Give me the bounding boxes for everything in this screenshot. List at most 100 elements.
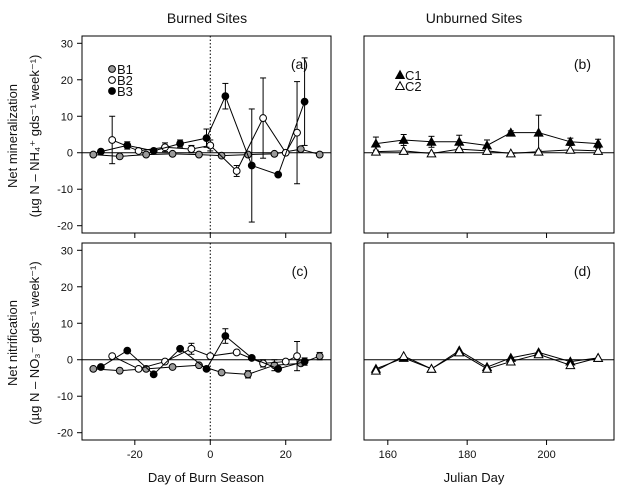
point-B1	[142, 150, 151, 159]
point-B2	[206, 141, 215, 150]
point-B3	[176, 344, 184, 353]
y-tick-label: -20	[57, 221, 73, 233]
point-C2	[454, 143, 465, 154]
point-B3	[123, 346, 132, 355]
point-B1	[217, 368, 226, 377]
point-C1	[505, 127, 516, 137]
column-title-burned: Burned Sites	[167, 10, 247, 26]
series-C2	[370, 143, 604, 158]
x-tick-label: 160	[379, 449, 397, 461]
point-B3	[274, 364, 283, 373]
y-tick-label: 10	[61, 318, 73, 330]
point-B2	[108, 136, 117, 144]
point-B3	[274, 170, 283, 179]
point-B1	[315, 352, 324, 360]
legend-label-C2: C2	[405, 79, 422, 94]
series-C2	[370, 347, 604, 375]
point-C2	[398, 350, 409, 361]
point-C2	[426, 148, 437, 158]
point-C2	[398, 145, 409, 155]
point-B1	[296, 145, 305, 153]
y-tick-label: -10	[57, 184, 73, 196]
panel-c: -20 -10 0 10 20 30 -20 0 20 (c)	[57, 242, 332, 461]
panel-frame	[81, 35, 332, 234]
x-label-right: Julian Day	[444, 470, 505, 485]
point-C2	[370, 365, 382, 375]
point-C2	[481, 363, 493, 373]
y-label-top-line1: Net mineralization	[5, 84, 20, 188]
series-B2	[108, 77, 301, 185]
point-B2	[281, 357, 290, 366]
y-label-bottom-line1: Net nitrification	[5, 300, 20, 386]
panel-label: (a)	[291, 56, 308, 72]
y-tick-label: 30	[61, 38, 73, 50]
point-C2	[565, 359, 576, 370]
point-B2	[232, 167, 241, 175]
point-B2	[259, 114, 267, 122]
point-C2	[592, 145, 604, 155]
panel-d: 160 180 200 (d)	[363, 242, 615, 461]
point-B3	[247, 161, 256, 170]
point-B1	[115, 366, 124, 375]
series-B3	[96, 328, 309, 379]
panel-label: (c)	[292, 263, 308, 279]
series-C1	[370, 114, 604, 152]
x-tick-label: 0	[207, 449, 213, 461]
y-label-top-line2: (µg N – NH₄⁺ gds⁻¹ week⁻¹)	[27, 55, 42, 218]
y-tick-label: -10	[57, 391, 73, 403]
panel-frame	[81, 242, 332, 441]
point-B3	[202, 134, 211, 143]
point-B3	[149, 370, 158, 379]
point-B1	[89, 150, 98, 159]
point-C2	[426, 363, 437, 373]
x-tick-label: 200	[537, 449, 555, 461]
point-C2	[533, 348, 544, 359]
point-B1	[315, 150, 324, 159]
y-tick-label: 20	[61, 75, 73, 87]
point-B3	[300, 357, 309, 366]
column-title-unburned: Unburned Sites	[426, 10, 523, 26]
point-C2	[505, 356, 516, 366]
x-tick-label: 180	[458, 449, 476, 461]
panel-frame	[363, 35, 615, 234]
y-label-bottom: Net nitrification (µg N – NO₃⁻ gds⁻¹ wee…	[5, 261, 42, 424]
point-B3	[221, 92, 230, 101]
legend-marker-B3	[108, 87, 116, 95]
point-B2	[134, 364, 143, 373]
point-B1	[270, 149, 279, 158]
point-C2	[481, 145, 493, 155]
y-label-bottom-line2: (µg N – NO₃⁻ gds⁻¹ week⁻¹)	[27, 261, 42, 424]
legend-label-B2: B2	[117, 73, 133, 88]
point-B1	[168, 363, 177, 371]
point-C1	[533, 127, 544, 137]
point-B3	[96, 363, 105, 371]
x-tick-label: 20	[280, 449, 292, 461]
y-tick-label: 10	[61, 111, 73, 123]
series-B3	[96, 57, 309, 223]
point-B1	[195, 150, 203, 159]
point-B3	[202, 364, 211, 373]
panel-frame	[363, 242, 615, 441]
point-B2	[232, 348, 241, 357]
point-B3	[176, 139, 184, 148]
point-C2	[505, 148, 516, 158]
point-C2	[533, 146, 544, 156]
point-B3	[149, 147, 158, 155]
legend-label-B3: B3	[117, 84, 133, 99]
y-label-top: Net mineralization (µg N – NH₄⁺ gds⁻¹ we…	[5, 55, 42, 218]
point-B2	[187, 145, 196, 153]
point-C2	[454, 347, 465, 357]
point-B1	[244, 370, 252, 379]
point-B3	[247, 354, 256, 362]
y-tick-label: 20	[61, 282, 73, 294]
point-B1	[115, 152, 124, 161]
legend-label-B1: B1	[117, 62, 133, 77]
point-B2	[187, 344, 196, 353]
y-tick-label: 0	[67, 148, 73, 160]
